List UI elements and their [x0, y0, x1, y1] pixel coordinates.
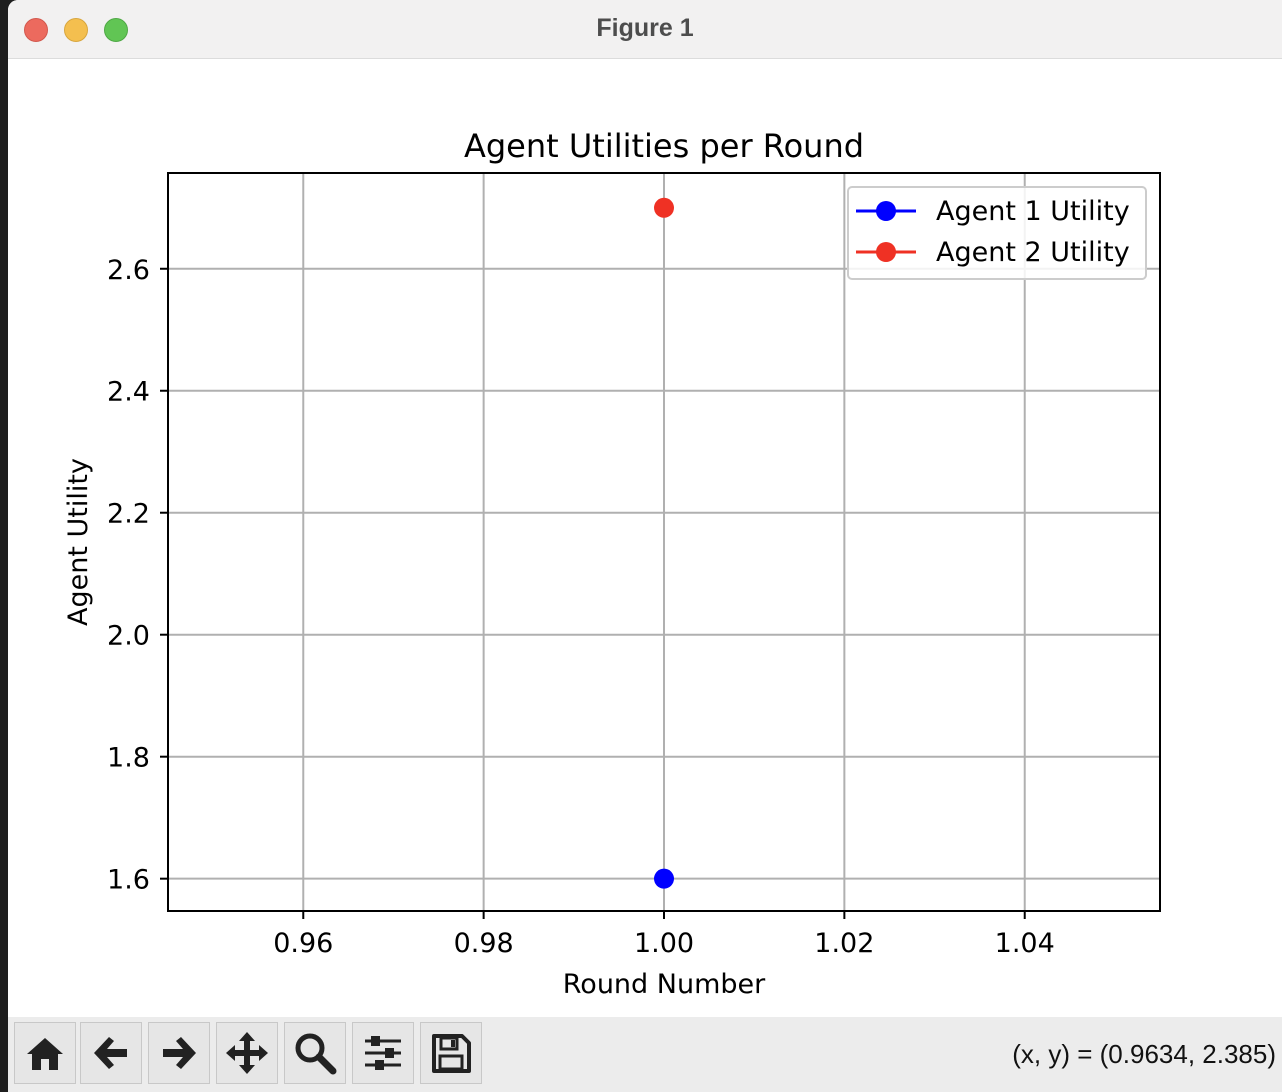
pan-button[interactable] — [216, 1022, 278, 1084]
figure-window: Figure 1 0.96 0.98 1.00 1.02 1.04 1.6 1.8 2.0 2… — [8, 0, 1282, 1092]
x-tick-label: 1.00 — [634, 928, 694, 959]
maximize-window-button[interactable] — [104, 18, 128, 42]
data-point-agent-1 — [654, 868, 674, 889]
figure-canvas[interactable]: 0.96 0.98 1.00 1.02 1.04 1.6 1.8 2.0 2.2 2.4 2.6 … — [8, 59, 1282, 1017]
x-tick-label: 1.04 — [995, 928, 1055, 959]
home-icon — [27, 1038, 63, 1070]
home-button[interactable] — [14, 1022, 76, 1084]
zoom-button[interactable] — [284, 1022, 346, 1084]
navigation-toolbar: (x, y) = (0.9634, 2.385) — [8, 1017, 1282, 1092]
title-bar: Figure 1 — [8, 0, 1282, 59]
y-tick-label: 1.8 — [107, 743, 150, 774]
legend-label-agent-2: Agent 2 Utility — [936, 237, 1130, 268]
forward-button[interactable] — [148, 1022, 210, 1084]
forward-arrow-icon — [163, 1037, 196, 1069]
chart-title: Agent Utilities per Round — [464, 127, 864, 165]
back-button[interactable] — [80, 1022, 142, 1084]
minimize-window-button[interactable] — [64, 18, 88, 42]
configure-subplots-icon — [365, 1036, 401, 1070]
x-axis-label: Round Number — [563, 969, 766, 1000]
legend-swatch-marker-agent-2 — [876, 242, 896, 262]
y-tick-label: 2.4 — [107, 377, 150, 408]
grid-lines — [168, 173, 1160, 911]
legend-label-agent-1: Agent 1 Utility — [936, 196, 1130, 227]
x-axis-ticks: 0.96 0.98 1.00 1.02 1.04 — [273, 911, 1055, 959]
x-tick-label: 0.96 — [273, 928, 333, 959]
cursor-coordinates-readout: (x, y) = (0.9634, 2.385) — [1012, 1039, 1276, 1069]
configure-subplots-button[interactable] — [352, 1022, 414, 1084]
save-floppy-icon — [432, 1034, 471, 1073]
window-title: Figure 1 — [596, 14, 694, 42]
data-point-agent-2 — [654, 197, 674, 218]
y-tick-label: 2.6 — [107, 255, 150, 286]
close-window-button[interactable] — [24, 18, 48, 42]
zoom-magnifier-icon — [295, 1033, 337, 1075]
x-tick-label: 0.98 — [454, 928, 514, 959]
y-axis-label: Agent Utility — [63, 458, 94, 626]
y-tick-label: 2.2 — [107, 499, 150, 530]
back-arrow-icon — [94, 1037, 127, 1069]
chart: 0.96 0.98 1.00 1.02 1.04 1.61.82.02.22.42.6 … — [63, 127, 1161, 1000]
y-tick-label: 2.0 — [107, 621, 150, 652]
legend-swatch-marker-agent-1 — [876, 201, 896, 221]
y-tick-label: 1.6 — [107, 865, 150, 896]
y-axis-ticks: 1.6 1.8 2.0 2.2 2.4 2.6 — [107, 255, 168, 896]
pan-move-icon — [226, 1032, 268, 1074]
legend-box — [847, 186, 1147, 280]
data-points — [654, 197, 674, 889]
save-button[interactable] — [420, 1022, 482, 1084]
x-tick-label: 1.02 — [814, 928, 874, 959]
legend: Agent 1 Utility Agent 2 Utility — [847, 186, 1147, 280]
